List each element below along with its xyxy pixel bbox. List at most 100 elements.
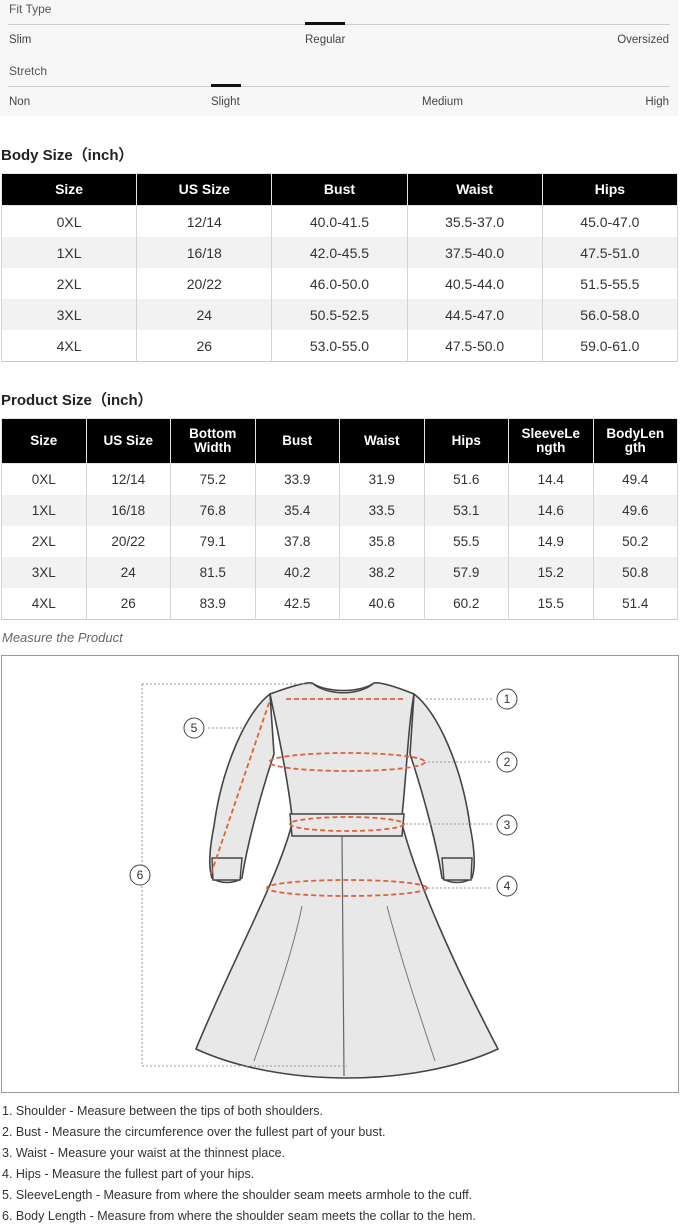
- dress-collar: [311, 682, 375, 694]
- table-cell: 37.8: [254, 526, 340, 557]
- table-row: 2XL 20/22 46.0-50.0 40.5-44.0 51.5-55.5: [0, 268, 679, 299]
- table-cell: 1XL: [1, 495, 87, 526]
- table-cell: 20/22: [136, 268, 273, 299]
- table-cell: 12/14: [136, 205, 273, 237]
- column-header: US Size: [85, 418, 171, 464]
- callout-circle: [183, 717, 205, 739]
- callout-circle: [496, 814, 518, 836]
- callout-number: 6: [137, 868, 144, 882]
- dress-skirt: [194, 823, 500, 1079]
- table-cell: 33.5: [339, 495, 425, 526]
- table-cell: 4XL: [1, 588, 87, 620]
- left-sleeve: [209, 692, 275, 884]
- stretch-label-slight: Slight: [211, 96, 240, 108]
- table-cell: 38.2: [339, 557, 425, 588]
- table-cell: 55.5: [423, 526, 509, 557]
- fit-type-marker: [305, 22, 345, 25]
- stretch-label-high: High: [645, 96, 669, 108]
- body-size-title: Body Size（inch）: [1, 147, 134, 164]
- note-body-length: 6. Body Length - Measure from where the …: [2, 1209, 476, 1223]
- table-cell: 16/18: [85, 495, 171, 526]
- column-header: Bust: [254, 418, 340, 464]
- column-header: Bottom Width: [170, 418, 256, 464]
- table-cell: 26: [136, 330, 273, 362]
- table-cell: 57.9: [423, 557, 509, 588]
- table-cell: 46.0-50.0: [271, 268, 408, 299]
- right-cuff: [441, 857, 473, 881]
- callout-circle: [496, 688, 518, 710]
- column-header: Size: [0, 173, 138, 206]
- table-cell: 47.5-51.0: [541, 237, 679, 268]
- table-cell: 51.4: [592, 588, 678, 620]
- dress-waistband: [289, 813, 405, 837]
- table-cell: 60.2: [423, 588, 509, 620]
- column-header: US Size: [136, 173, 273, 206]
- stretch-track: [8, 86, 670, 87]
- product-size-title: Product Size（inch）: [1, 392, 153, 409]
- column-header: Hips: [423, 418, 509, 464]
- table-cell: 83.9: [170, 588, 256, 620]
- body-size-table: Size US Size Bust Waist Hips 0XL 12/14 40.0-41…: [0, 173, 679, 362]
- dress-illustration: 1 2 3 4 5 6: [129, 682, 518, 1079]
- table-cell: 49.6: [592, 495, 678, 526]
- table-cell: 0XL: [0, 205, 138, 237]
- table-cell: 40.0-41.5: [271, 205, 408, 237]
- table-cell: 51.6: [423, 463, 509, 495]
- table-row: 4XL 26 83.9 42.5 40.6 60.2 15.5 51.4: [1, 588, 678, 620]
- measure-caption: Measure the Product: [2, 630, 123, 645]
- table-row: 4XL 26 53.0-55.0 47.5-50.0 59.0-61.0: [0, 330, 679, 362]
- guide-lines: [141, 683, 492, 1067]
- table-cell: 40.6: [339, 588, 425, 620]
- table-cell: 49.4: [592, 463, 678, 495]
- table-header-row: Size US Size Bottom Width Bust Waist Hips Slee…: [1, 418, 678, 464]
- dress-bodice: [269, 682, 415, 817]
- stretch-title: Stretch: [9, 64, 48, 78]
- left-cuff: [211, 857, 243, 881]
- table-cell: 53.1: [423, 495, 509, 526]
- waist-line: [289, 816, 405, 832]
- column-header: Bust: [271, 173, 408, 206]
- table-cell: 50.5-52.5: [271, 299, 408, 330]
- fit-label-regular: Regular: [305, 34, 346, 46]
- table-cell: 14.4: [508, 463, 594, 495]
- table-cell: 0XL: [1, 463, 87, 495]
- table-cell: 4XL: [0, 330, 138, 362]
- table-cell: 35.8: [339, 526, 425, 557]
- note-hips: 4. Hips - Measure the fullest part of yo…: [2, 1167, 255, 1181]
- table-cell: 42.0-45.5: [271, 237, 408, 268]
- table-cell: 24: [136, 299, 273, 330]
- column-header: Waist: [339, 418, 425, 464]
- column-header: Size: [1, 418, 87, 464]
- product-size-table: Size US Size Bottom Width Bust Waist Hips Slee…: [1, 418, 678, 620]
- table-cell: 42.5: [254, 588, 340, 620]
- table-cell: 79.1: [170, 526, 256, 557]
- table-row: 0XL 12/14 75.2 33.9 31.9 51.6 14.4 49.4: [1, 463, 678, 495]
- table-cell: 50.8: [592, 557, 678, 588]
- measurement-diagram: 1 2 3 4 5 6: [1, 655, 679, 1093]
- callout-number: 1: [504, 692, 511, 706]
- table-cell: 20/22: [85, 526, 171, 557]
- table-header-row: Size US Size Bust Waist Hips: [0, 173, 679, 206]
- bust-line: [268, 752, 426, 772]
- column-header: Waist: [406, 173, 543, 206]
- skirt-fold-2: [253, 905, 303, 1062]
- table-cell: 47.5-50.0: [406, 330, 543, 362]
- fit-label-oversized: Oversized: [617, 34, 669, 46]
- fit-label-slim: Slim: [9, 34, 32, 46]
- note-bust: 2. Bust - Measure the circumference over…: [2, 1125, 386, 1139]
- table-cell: 12/14: [85, 463, 171, 495]
- note-sleeve-length: 5. SleeveLength - Measure from where the…: [2, 1188, 473, 1202]
- callout-number: 3: [504, 818, 511, 832]
- callout-circle: [129, 864, 151, 886]
- callout-number: 2: [504, 755, 511, 769]
- sleeve-line: [210, 699, 271, 875]
- callout-circle: [496, 751, 518, 773]
- note-shoulder: 1. Shoulder - Measure between the tips o…: [2, 1104, 324, 1118]
- table-cell: 35.4: [254, 495, 340, 526]
- measurement-lines: [210, 698, 428, 897]
- stretch-marker: [211, 84, 241, 87]
- table-cell: 35.5-37.0: [406, 205, 543, 237]
- callouts: 1 2 3 4 5 6: [129, 688, 518, 897]
- column-header: SleeveLe ngth: [508, 418, 594, 464]
- table-cell: 15.2: [508, 557, 594, 588]
